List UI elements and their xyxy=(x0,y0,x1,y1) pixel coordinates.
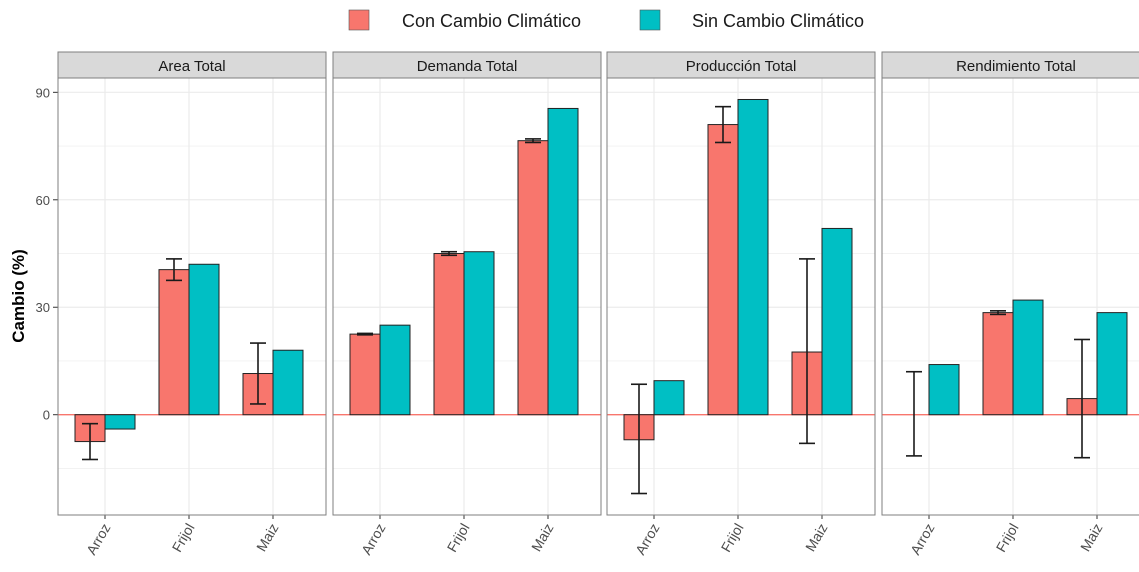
x-tick-label: Frijol xyxy=(444,521,473,555)
error-bar xyxy=(250,342,266,405)
x-tick-label: Arroz xyxy=(358,521,389,558)
facet-title: Rendimiento Total xyxy=(956,58,1076,75)
error-bar xyxy=(799,258,815,445)
error-bar xyxy=(82,422,98,461)
legend-label-con-cambio: Con Cambio Climático xyxy=(402,11,581,31)
x-tick-label: Maiz xyxy=(802,521,831,555)
bar-sin-cambio xyxy=(821,227,853,416)
facet-strip xyxy=(606,51,876,79)
y-tick-label: 0 xyxy=(43,408,50,423)
x-tick-label: Frijol xyxy=(718,521,747,555)
x-tick-label: Arroz xyxy=(83,521,114,558)
panel-border xyxy=(332,77,602,516)
legend-key-con-cambio xyxy=(348,9,370,31)
bar-sin-cambio xyxy=(379,324,411,416)
bar-sin-cambio xyxy=(737,98,769,416)
bar-sin-cambio xyxy=(463,251,495,416)
error-bar xyxy=(906,370,922,457)
bar-sin-cambio xyxy=(104,414,136,430)
bar-con-cambio xyxy=(707,124,739,416)
legend-key-sin-cambio xyxy=(639,9,661,31)
x-tick-label: Maiz xyxy=(253,521,282,555)
error-bar xyxy=(990,310,1006,316)
x-tick-label: Arroz xyxy=(907,521,938,558)
facet-title: Demanda Total xyxy=(417,58,518,75)
bar-sin-cambio xyxy=(547,107,579,416)
x-tick-label: Frijol xyxy=(169,521,198,555)
error-bar xyxy=(715,105,731,144)
facet-strip xyxy=(332,51,602,79)
y-axis-label: Cambio (%) xyxy=(9,249,28,343)
legend-label-sin-cambio: Sin Cambio Climático xyxy=(692,11,864,31)
bar-sin-cambio xyxy=(1012,299,1044,416)
panel-border xyxy=(881,77,1139,516)
facet-panel: Demanda Total Arroz Frijol Maiz xyxy=(332,51,602,558)
bar-con-cambio xyxy=(982,312,1014,416)
bar-sin-cambio xyxy=(1096,312,1128,416)
facet-panel: Area Total Arroz Frijol Maiz xyxy=(57,51,327,558)
bar-sin-cambio xyxy=(653,380,685,416)
y-tick-label: 90 xyxy=(36,85,50,100)
bar-sin-cambio xyxy=(272,349,304,416)
x-tick-label: Maiz xyxy=(528,521,557,555)
error-bar xyxy=(357,332,373,336)
bar-con-cambio xyxy=(517,140,549,416)
bar-sin-cambio xyxy=(188,263,220,416)
facet-title: Area Total xyxy=(158,58,225,75)
x-tick-label: Maiz xyxy=(1077,521,1106,555)
error-bar xyxy=(166,258,182,282)
error-bar xyxy=(525,138,541,144)
panel-border xyxy=(606,77,876,516)
facet-strip xyxy=(57,51,327,79)
plot-background xyxy=(882,78,1139,515)
x-tick-label: Frijol xyxy=(993,521,1022,555)
error-bar xyxy=(631,383,647,495)
bar-con-cambio xyxy=(158,269,190,416)
bar-con-cambio xyxy=(349,333,381,416)
y-tick-label: 30 xyxy=(36,300,50,315)
y-tick-label: 60 xyxy=(36,193,50,208)
facet-panel: Rendimiento Total Arroz Frijol Maiz xyxy=(881,51,1139,558)
bar-sin-cambio xyxy=(928,364,960,416)
facet-title: Producción Total xyxy=(686,58,797,75)
error-bar xyxy=(441,250,457,257)
legend: Con Cambio Climático Sin Cambio Climático xyxy=(348,9,864,31)
error-bar xyxy=(1074,338,1090,459)
panel-border xyxy=(57,77,327,516)
facet-panel: Producción Total Arroz Frijol Maiz xyxy=(606,51,876,558)
bar-con-cambio xyxy=(433,253,465,416)
x-tick-label: Arroz xyxy=(632,521,663,558)
